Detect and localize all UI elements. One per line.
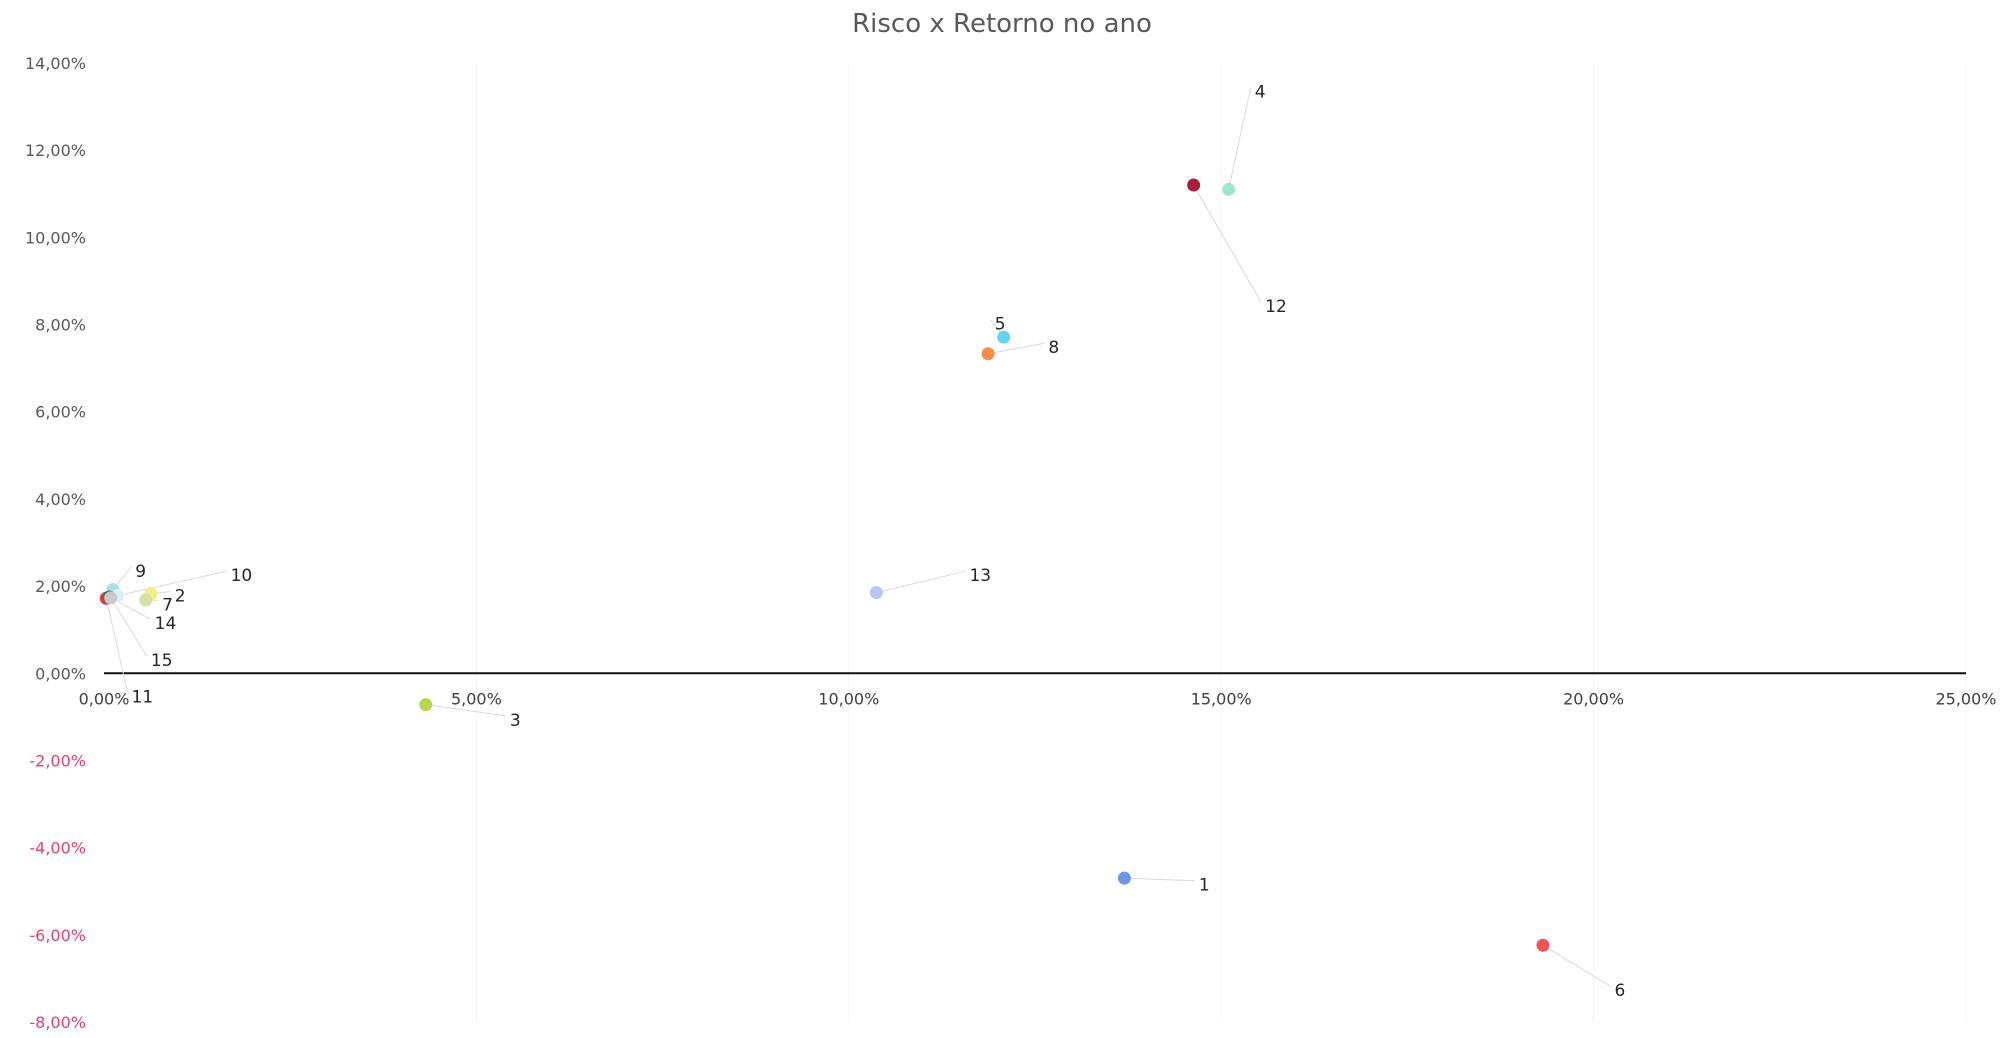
y-tick-label: 12,00% (25, 141, 86, 160)
y-tick-label: 14,00% (25, 54, 86, 73)
y-tick-label: 10,00% (25, 228, 86, 247)
y-tick-label: 8,00% (35, 316, 86, 335)
x-tick-label: 15,00% (1191, 689, 1252, 708)
data-point-8 (982, 347, 995, 360)
y-tick-label: 2,00% (35, 577, 86, 596)
leader-line (1124, 878, 1194, 881)
axis-layer: 14,00%12,00%10,00%8,00%6,00%4,00%2,00%0,… (25, 54, 1997, 1032)
y-tick-label: -2,00% (29, 751, 86, 770)
leader-line (106, 598, 127, 692)
data-label-8: 8 (1048, 338, 1059, 358)
data-point-layer (100, 179, 1550, 952)
data-point-15 (104, 591, 117, 604)
data-label-7: 7 (162, 595, 173, 615)
data-label-15: 15 (151, 651, 173, 671)
leader-line (1543, 945, 1611, 986)
x-tick-label: 25,00% (1935, 689, 1996, 708)
data-point-1 (1118, 872, 1131, 885)
leader-line (111, 598, 147, 656)
y-tick-label: 6,00% (35, 403, 86, 422)
data-label-12: 12 (1265, 297, 1287, 317)
data-point-6 (1536, 939, 1549, 952)
data-label-11: 11 (132, 687, 154, 707)
y-tick-label: -4,00% (29, 839, 86, 858)
data-point-13 (870, 586, 883, 599)
data-label-9: 9 (135, 562, 146, 582)
data-label-4: 4 (1255, 82, 1266, 102)
data-label-14: 14 (155, 614, 177, 634)
x-tick-label: 20,00% (1563, 689, 1624, 708)
data-point-12 (1187, 179, 1200, 192)
y-tick-label: -8,00% (29, 1013, 86, 1032)
data-label-10: 10 (231, 566, 253, 586)
x-tick-label: 10,00% (818, 689, 879, 708)
data-label-3: 3 (510, 711, 521, 731)
chart-title: Risco x Retorno no ano (852, 9, 1152, 39)
leader-line (1194, 185, 1262, 302)
leader-line (1229, 87, 1251, 189)
data-label-5: 5 (995, 315, 1006, 335)
data-label-6: 6 (1614, 981, 1625, 1001)
leader-line (117, 571, 226, 595)
data-point-3 (419, 698, 432, 711)
leader-line-layer (106, 87, 1610, 986)
leader-line (876, 571, 965, 592)
y-tick-label: -6,00% (29, 926, 86, 945)
data-point-4 (1222, 183, 1235, 196)
y-tick-label: 4,00% (35, 490, 86, 509)
x-tick-label: 0,00% (79, 689, 130, 708)
x-tick-label: 5,00% (451, 689, 502, 708)
grid-layer (476, 63, 1966, 1022)
data-label-13: 13 (969, 566, 991, 586)
data-point-7 (139, 594, 152, 607)
leader-line (988, 343, 1044, 354)
data-label-2: 2 (175, 587, 186, 607)
y-tick-label: 0,00% (35, 664, 86, 683)
data-label-1: 1 (1199, 876, 1210, 896)
